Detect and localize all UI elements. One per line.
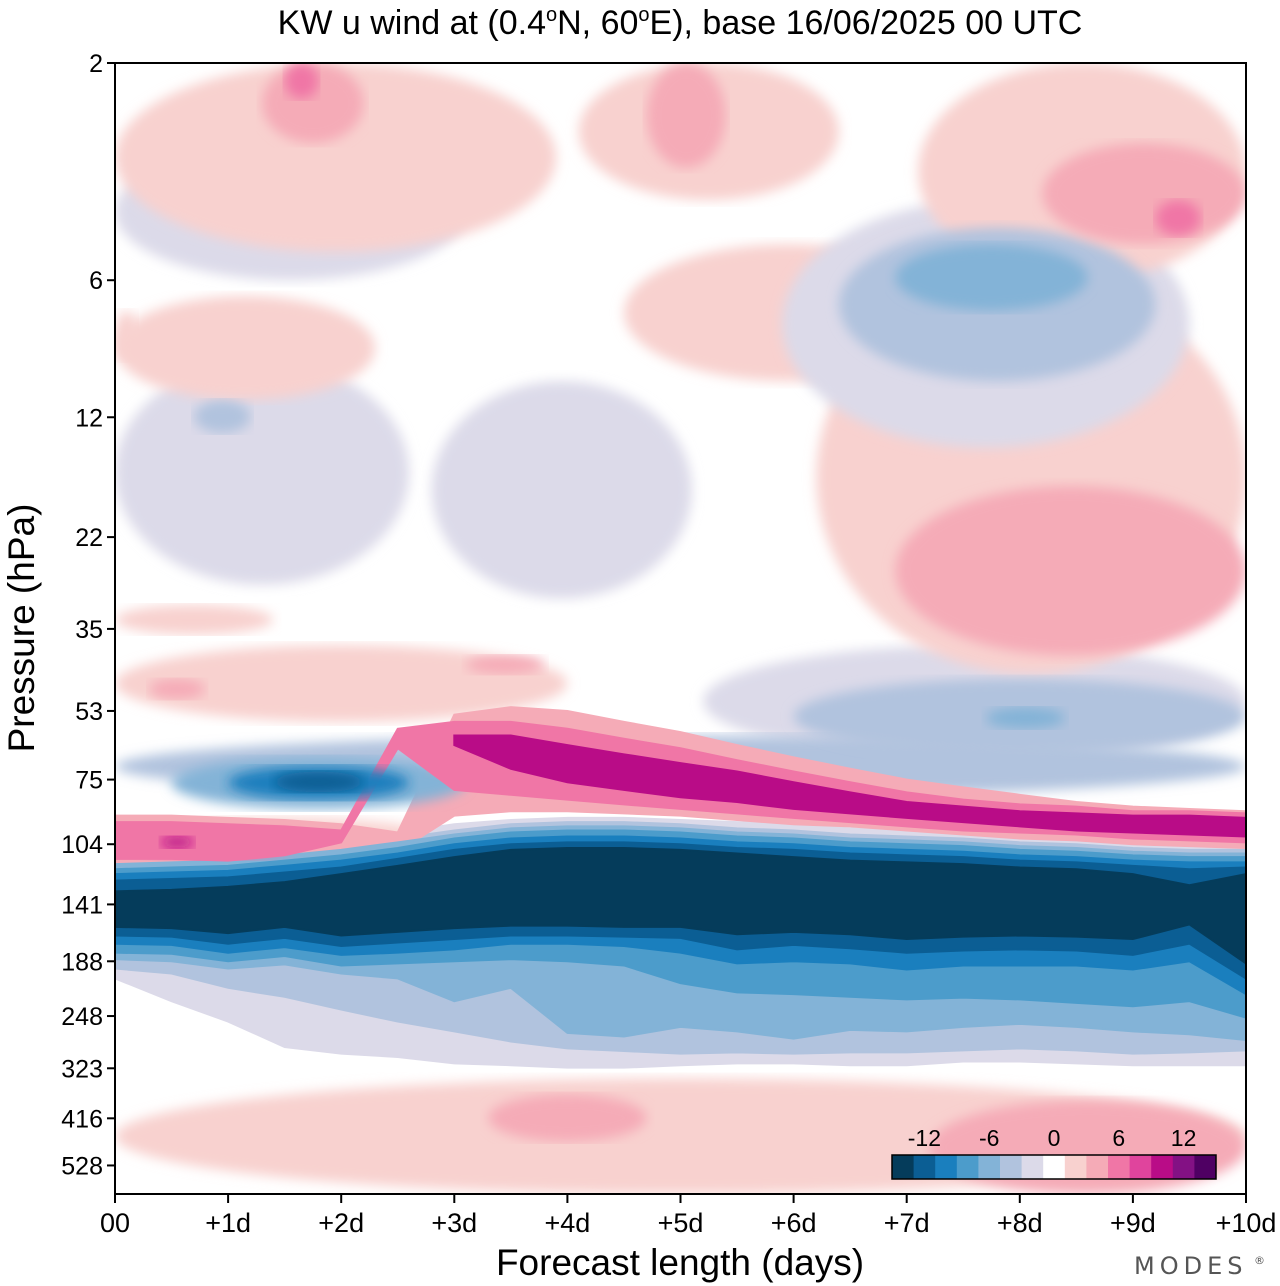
colorbar-swatch <box>1129 1155 1152 1179</box>
colorbar-swatch <box>935 1155 958 1179</box>
colorbar-label: 6 <box>1112 1125 1125 1151</box>
colorbar-label: 0 <box>1048 1125 1061 1151</box>
wind-cell <box>431 381 692 599</box>
colorbar-label: 12 <box>1171 1125 1197 1151</box>
wind-cell <box>646 63 726 168</box>
x-tick-label: +3d <box>431 1208 477 1238</box>
wind-cell <box>194 400 251 434</box>
wind-cell <box>1042 143 1246 245</box>
x-axis-title: Forecast length (days) <box>496 1242 864 1283</box>
x-tick-label: +10d <box>1216 1208 1277 1238</box>
y-tick-label: 53 <box>75 698 103 726</box>
modes-logo: MODES ® <box>1134 1252 1270 1280</box>
wind-band <box>453 734 1246 838</box>
y-tick-label: 75 <box>75 767 103 795</box>
wind-cell <box>115 645 568 722</box>
y-tick-label: 528 <box>61 1152 103 1180</box>
wind-cell <box>115 296 376 401</box>
colorbar-swatch <box>1086 1155 1109 1179</box>
wind-cell <box>465 655 545 675</box>
colorbar-swatch <box>1151 1155 1174 1179</box>
chart-title: KW u wind at (0.4oN, 60oE), base 16/06/2… <box>278 4 1083 42</box>
colorbar-swatch <box>892 1155 915 1179</box>
y-tick-label: 22 <box>75 524 103 552</box>
wind-cell <box>488 1094 647 1142</box>
x-tick-label: +4d <box>544 1208 590 1238</box>
wind-cell <box>115 63 557 252</box>
y-axis-title: Pressure (hPa) <box>1 504 42 753</box>
colorbar-swatch <box>1064 1155 1087 1179</box>
colorbar-swatch <box>956 1155 979 1179</box>
y-tick-label: 188 <box>61 948 103 976</box>
wind-cell <box>895 244 1088 311</box>
plot-area <box>115 63 1246 1194</box>
y-tick-label: 2 <box>89 50 103 78</box>
y-tick-label: 6 <box>89 267 103 295</box>
wind-cell <box>115 310 138 361</box>
y-tick-label: 35 <box>75 616 103 644</box>
wind-cell <box>895 486 1246 656</box>
y-tick-label: 323 <box>61 1055 103 1083</box>
colorbar-swatch <box>1194 1155 1217 1179</box>
wind-cell <box>273 771 364 793</box>
colorbar-legend: -12 -6 0 6 12 <box>891 1125 1217 1180</box>
wind-band <box>115 846 1246 965</box>
x-tick-label: +8d <box>997 1208 1043 1238</box>
wind-cell <box>1155 200 1201 237</box>
colorbar-swatch <box>1043 1155 1066 1179</box>
colorbar-swatch <box>1108 1155 1131 1179</box>
colorbar-swatch <box>913 1155 936 1179</box>
wind-cell <box>148 678 206 700</box>
y-tick-label: 141 <box>61 891 103 919</box>
x-tick-label: +5d <box>658 1208 704 1238</box>
wind-cell <box>160 836 195 848</box>
wind-cell <box>284 63 319 100</box>
colorbar-frame <box>891 1154 1217 1180</box>
wind-cell <box>985 707 1066 729</box>
x-tick-label: 00 <box>100 1208 130 1238</box>
wind-cell <box>929 1100 1246 1194</box>
wind-cell <box>115 604 274 635</box>
colorbar-swatch <box>1172 1155 1195 1179</box>
y-tick-label: 416 <box>61 1105 103 1133</box>
x-tick-label: +6d <box>771 1208 817 1238</box>
y-tick-label: 12 <box>75 404 103 432</box>
x-tick-label: +7d <box>884 1208 930 1238</box>
svg-text:®: ® <box>1254 1254 1270 1267</box>
x-tick-label: +2d <box>318 1208 364 1238</box>
x-tick-label: +9d <box>1110 1208 1156 1238</box>
y-tick-label: 248 <box>61 1003 103 1031</box>
svg-text:MODES: MODES <box>1134 1252 1247 1280</box>
wind-cell <box>115 360 410 585</box>
colorbar-swatch <box>978 1155 1001 1179</box>
wind-field-layer <box>115 63 1246 1194</box>
colorbar-swatch <box>1021 1155 1044 1179</box>
x-tick-label: +1d <box>205 1208 251 1238</box>
colorbar-swatch <box>1000 1155 1023 1179</box>
colorbar-label: -12 <box>908 1125 941 1151</box>
colorbar-label: -6 <box>979 1125 999 1151</box>
pressure-axis: 2 6 12 22 35 53 75 104 141 188 248 323 416 528 <box>61 50 115 1180</box>
y-tick-label: 104 <box>61 831 103 859</box>
forecast-axis: 00 +1d +2d +3d +4d +5d +6d +7d +8d +9d +10d <box>100 1194 1276 1238</box>
